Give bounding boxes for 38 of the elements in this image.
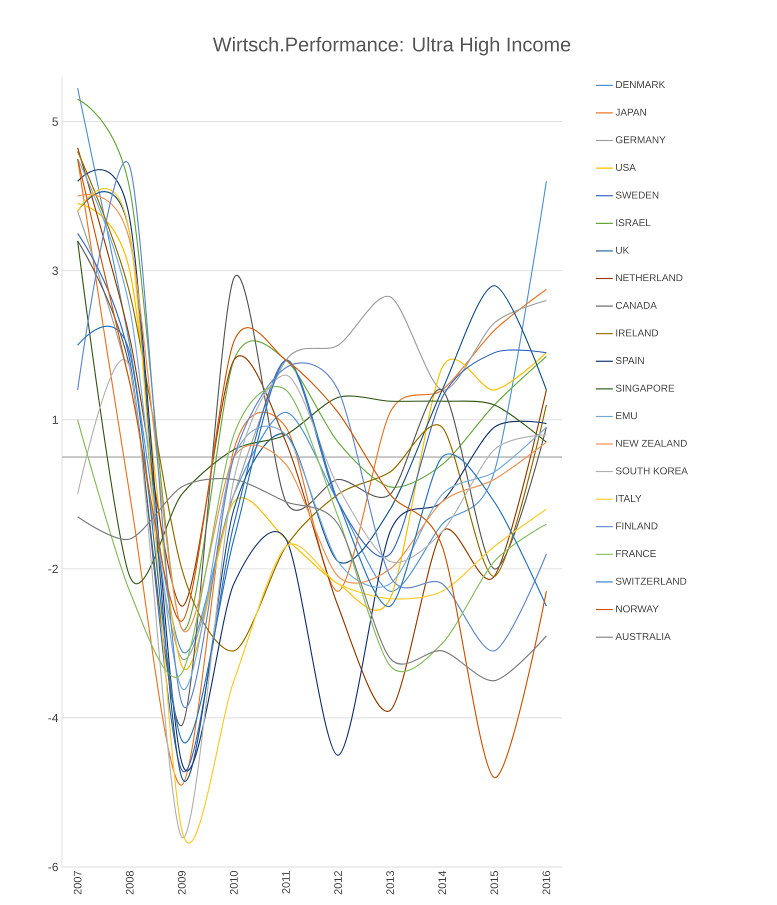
x-tick-label: 2007 bbox=[74, 871, 82, 894]
y-tick-label: -6 bbox=[48, 862, 58, 872]
y-tick-label: 5 bbox=[52, 118, 58, 126]
legend-label: IRELAND bbox=[616, 329, 658, 336]
x-tick-label: 2013 bbox=[386, 871, 394, 894]
legend-label: NETHERLAND bbox=[616, 274, 682, 282]
legend-label: SPAIN bbox=[616, 357, 644, 364]
legend-label: GERMANY bbox=[616, 136, 666, 144]
legend-label: UK bbox=[616, 246, 630, 254]
x-tick-label: 2016 bbox=[542, 871, 550, 894]
y-tick-label: -2 bbox=[48, 564, 58, 574]
legend-label: SWEDEN bbox=[616, 192, 658, 199]
legend-label: ISRAEL bbox=[616, 219, 650, 226]
legend-label: SOUTH KOREA bbox=[616, 467, 688, 474]
legend-label: ITALY bbox=[616, 494, 642, 502]
y-tick-label: 3 bbox=[52, 266, 58, 275]
x-tick-label: 2009 bbox=[178, 871, 186, 894]
legend-label: CANADA bbox=[616, 302, 657, 309]
legend-label: USA bbox=[616, 164, 636, 171]
y-tick-label: 1 bbox=[52, 416, 58, 424]
y-tick-label: -4 bbox=[48, 714, 58, 722]
legend-label: JAPAN bbox=[616, 108, 646, 116]
legend-label: FRANCE bbox=[616, 550, 656, 558]
chart-title: Wirtsch.Performance: Ultra High Income bbox=[212, 36, 570, 56]
x-tick-label: 2011 bbox=[282, 871, 290, 894]
legend-label: FINLAND bbox=[616, 522, 658, 530]
x-tick-label: 2008 bbox=[126, 871, 134, 894]
x-tick-label: 2014 bbox=[438, 870, 446, 894]
legend-label: SWITZERLAND bbox=[616, 578, 686, 585]
legend-label: SINGAPORE bbox=[616, 384, 674, 392]
x-tick-label: 2015 bbox=[490, 870, 498, 894]
legend-label: DENMARK bbox=[616, 81, 666, 88]
legend-label: EMU bbox=[616, 412, 637, 420]
x-tick-label: 2010 bbox=[230, 870, 238, 894]
x-tick-label: 2012 bbox=[334, 871, 342, 894]
legend-label: AUSTRALIA bbox=[615, 632, 671, 640]
legend-label: NORWAY bbox=[616, 605, 659, 612]
legend-label: NEW ZEALAND bbox=[616, 440, 687, 447]
